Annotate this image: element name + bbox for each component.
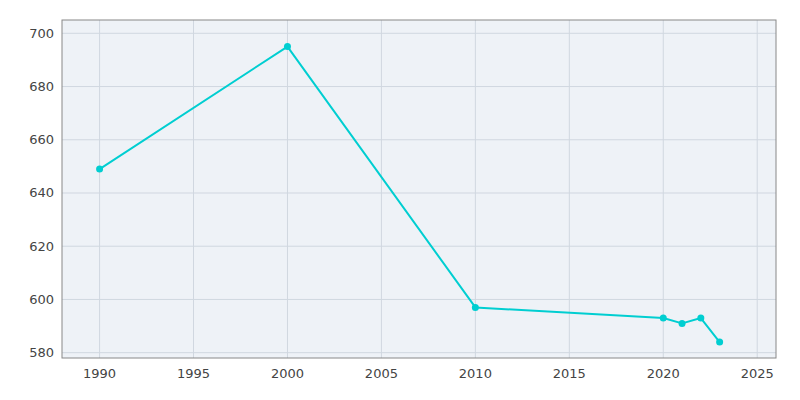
y-grid-line xyxy=(62,33,776,34)
point xyxy=(96,166,103,173)
x-tick-label: 2015 xyxy=(553,366,586,381)
x-tick-label: 1990 xyxy=(83,366,116,381)
plot-background xyxy=(62,20,776,358)
point xyxy=(472,304,479,311)
x-tick-label: 1995 xyxy=(177,366,210,381)
point xyxy=(679,320,686,327)
y-grid-line xyxy=(62,352,776,353)
x-tick-label: 2020 xyxy=(647,366,680,381)
y-tick-label: 580 xyxy=(29,345,54,360)
y-tick-label: 700 xyxy=(29,26,54,41)
y-grid-line xyxy=(62,246,776,247)
tick-labels: 580 600 620 640 660 680 700 1990 1995 2000 2005 201… xyxy=(29,26,774,381)
x-grid-line xyxy=(381,20,382,358)
plot-frame xyxy=(62,20,776,358)
x-tick-label: 2005 xyxy=(365,366,398,381)
y-grid-line xyxy=(62,86,776,87)
x-grid-line xyxy=(663,20,664,358)
y-grid-line xyxy=(62,192,776,193)
grid xyxy=(62,20,776,358)
x-tick-label: 2000 xyxy=(271,366,304,381)
y-grid-line xyxy=(62,139,776,140)
series xyxy=(96,43,723,345)
x-tick-label: 2010 xyxy=(459,366,492,381)
point xyxy=(660,315,667,322)
x-tick-label: 2025 xyxy=(741,366,774,381)
point xyxy=(284,43,291,50)
y-grid-line xyxy=(62,299,776,300)
point xyxy=(697,315,704,322)
y-tick-label: 600 xyxy=(29,292,54,307)
x-grid-line xyxy=(193,20,194,358)
point xyxy=(716,339,723,346)
y-tick-label: 620 xyxy=(29,239,54,254)
x-grid-line xyxy=(287,20,288,358)
x-grid-line xyxy=(757,20,758,358)
y-tick-label: 660 xyxy=(29,132,54,147)
y-tick-label: 680 xyxy=(29,79,54,94)
y-tick-label: 640 xyxy=(29,185,54,200)
x-grid-line xyxy=(99,20,100,358)
x-grid-line xyxy=(569,20,570,358)
line xyxy=(100,47,720,342)
chart: 580 600 620 640 660 680 700 1990 1995 2000 2005 201… xyxy=(0,0,800,400)
